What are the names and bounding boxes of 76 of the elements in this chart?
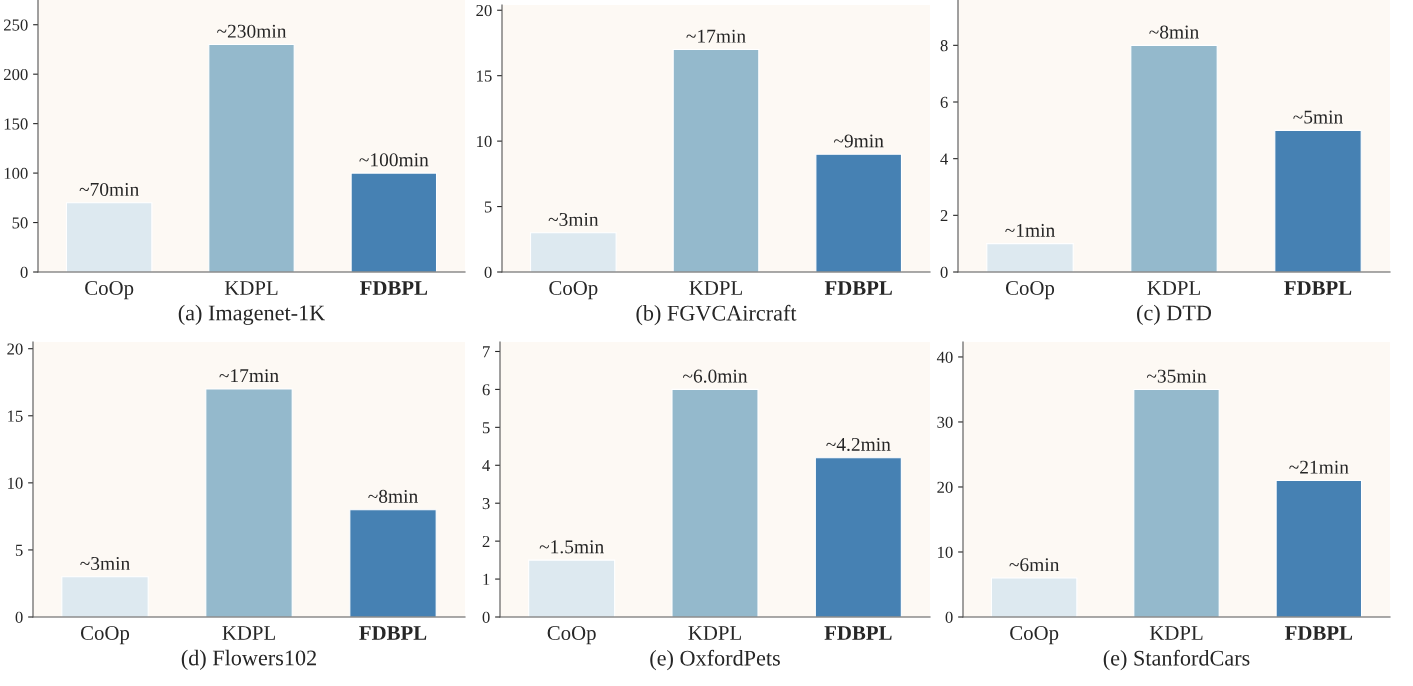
x-tick-label: FDBPL xyxy=(1285,626,1353,640)
data-label: ~6.0min xyxy=(683,369,748,383)
data-label: ~5min xyxy=(1293,110,1343,124)
y-tick-label: 0 xyxy=(15,611,23,623)
y-tick-label: 20 xyxy=(937,481,953,493)
x-axis-title: (e) StanfordCars xyxy=(1103,649,1250,671)
y-tick-label: 0 xyxy=(945,611,953,623)
y-tick-label: 250 xyxy=(4,19,28,31)
x-tick-label: CoOp xyxy=(1005,280,1055,300)
y-tick-label: 0 xyxy=(940,266,948,278)
data-label: ~9min xyxy=(833,134,884,148)
data-label: ~1.5min xyxy=(539,540,604,554)
x-tick-label: KDPL xyxy=(688,626,741,640)
x-tick-label: CoOp xyxy=(1010,625,1059,645)
x-tick-label: CoOp xyxy=(547,625,596,645)
y-tick-label: 10 xyxy=(8,477,23,489)
y-tick-label: 20 xyxy=(7,343,23,355)
y-tick-label: 10 xyxy=(477,135,492,148)
y-tick-label: 5 xyxy=(484,201,492,213)
x-tick-label: CoOp xyxy=(85,280,134,300)
x-tick-label: KDPL xyxy=(222,626,275,640)
y-tick-label: 6 xyxy=(482,384,490,396)
data-label: ~17min xyxy=(686,29,746,43)
y-tick-label: 2 xyxy=(482,535,490,547)
x-tick-label: KDPL xyxy=(1147,281,1200,295)
x-tick-label: FDBPL xyxy=(824,626,892,640)
y-tick-label: 6 xyxy=(940,96,948,108)
y-tick-label: 4 xyxy=(482,460,491,472)
data-label: ~6min xyxy=(1009,558,1060,572)
y-tick-label: 50 xyxy=(12,217,28,229)
x-axis-title: (b) FGVCAircraft xyxy=(636,304,797,326)
y-tick-label: 15 xyxy=(477,70,492,82)
data-label: ~1min xyxy=(1005,223,1055,237)
x-tick-label: FDBPL xyxy=(1284,281,1352,295)
data-label: ~21min xyxy=(1289,460,1349,474)
x-axis-title: (c) DTD xyxy=(1137,304,1212,325)
y-tick-label: 200 xyxy=(4,68,28,81)
data-label: ~70min xyxy=(79,182,139,197)
y-tick-label: 3 xyxy=(482,497,490,510)
y-tick-label: 5 xyxy=(482,422,490,434)
x-tick-label: KDPL xyxy=(689,281,742,295)
x-tick-label: KDPL xyxy=(1149,626,1203,640)
x-axis-title: (a) Imagenet-1K xyxy=(178,304,325,325)
y-tick-label: 100 xyxy=(4,167,28,180)
y-tick-label: 150 xyxy=(4,118,28,130)
y-tick-label: 20 xyxy=(476,4,492,17)
data-label: ~35min xyxy=(1146,369,1207,383)
x-tick-label: CoOp xyxy=(80,625,130,645)
y-tick-label: 5 xyxy=(15,544,23,556)
data-label: ~8min xyxy=(368,489,418,503)
y-tick-label: 1 xyxy=(483,573,490,585)
y-tick-label: 2 xyxy=(940,210,948,222)
y-tick-label: 0 xyxy=(484,266,492,278)
x-tick-label: FDBPL xyxy=(359,626,427,640)
data-label: ~17min xyxy=(219,369,279,383)
y-tick-label: 15 xyxy=(8,410,23,422)
x-axis-title: (e) OxfordPets xyxy=(650,649,780,671)
x-tick-label: KDPL xyxy=(224,281,278,295)
data-label: ~100min xyxy=(359,153,429,167)
y-tick-label: 7 xyxy=(483,346,490,358)
x-tick-label: CoOp xyxy=(549,280,598,300)
data-label: ~8min xyxy=(1149,25,1199,39)
x-tick-label: FDBPL xyxy=(824,281,892,295)
y-tick-label: 0 xyxy=(20,266,28,278)
y-tick-label: 30 xyxy=(937,416,953,428)
data-label: ~3min xyxy=(80,556,130,571)
y-tick-label: 40 xyxy=(936,351,953,363)
y-tick-label: 4 xyxy=(940,153,949,165)
y-tick-label: 10 xyxy=(938,546,953,558)
data-label: ~4.2min xyxy=(826,437,891,452)
y-tick-label: 8 xyxy=(940,40,948,52)
data-label: ~3min xyxy=(548,212,599,227)
x-tick-label: FDBPL xyxy=(360,281,428,295)
y-tick-label: 0 xyxy=(482,611,490,623)
data-label: ~230min xyxy=(217,24,287,38)
x-axis-title: (d) Flowers102 xyxy=(181,649,316,670)
